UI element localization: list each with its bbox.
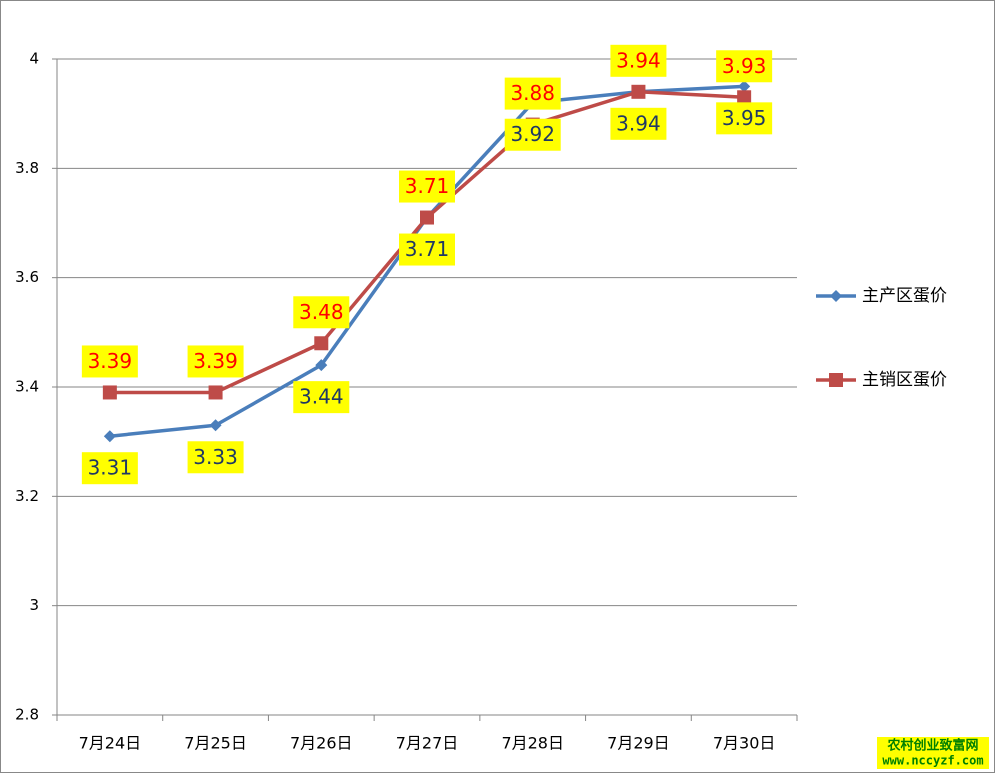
data-label: 3.92 [510,122,555,146]
marker [102,385,117,400]
data-label: 3.71 [405,237,450,261]
data-label: 3.39 [88,349,133,373]
data-label-bg [81,345,138,378]
watermark-site: 农村创业致富网 [886,738,978,754]
x-tick-label: 7月27日 [396,734,459,753]
data-label: 3.71 [405,174,450,198]
data-label-bg [504,118,561,151]
x-tick-label: 7月24日 [79,734,142,753]
marker [103,430,116,443]
x-tick-label: 7月25日 [184,734,247,753]
watermark-bg [877,737,989,769]
y-tick-label: 3.8 [15,159,39,177]
marker [315,359,328,372]
marker [830,290,842,302]
y-tick-label: 3.4 [15,378,39,396]
data-label: 3.31 [88,456,133,480]
data-label: 3.33 [193,445,238,469]
marker [209,419,222,432]
y-tick-label: 3.2 [15,487,39,505]
y-tick-label: 2.8 [15,706,39,724]
y-tick-label: 4 [29,50,39,68]
y-tick-label: 3 [29,596,39,614]
marker [420,210,434,225]
data-label-bg [187,441,244,474]
data-label-bg [716,50,773,83]
data-label: 3.39 [193,349,238,373]
marker [737,90,752,105]
legend-label: 主销区蛋价 [862,370,947,390]
data-label: 3.48 [299,300,344,324]
x-tick-label: 7月28日 [501,734,564,753]
data-label: 3.95 [722,106,767,130]
marker [208,385,223,400]
data-label-bg [399,170,455,203]
marker [631,84,646,99]
data-label: 3.94 [616,48,661,72]
x-tick-label: 7月26日 [290,734,353,753]
data-label: 3.88 [510,81,555,105]
watermark-url: www.nccyzf.com [882,754,983,768]
data-label-bg [610,44,667,77]
data-label-bg [399,233,455,266]
data-label-bg [81,452,138,485]
data-label-bg [716,102,773,135]
marker [829,373,843,387]
x-tick-label: 7月30日 [713,734,776,753]
legend-label: 主产区蛋价 [862,286,947,306]
data-label: 3.44 [299,385,344,409]
data-label-bg [293,296,350,329]
marker [738,80,751,93]
x-tick-label: 7月29日 [607,734,670,753]
data-label-bg [610,107,667,140]
data-label: 3.93 [722,54,767,78]
data-label: 3.94 [616,111,661,135]
data-label-bg [187,345,244,378]
data-label-bg [504,77,561,110]
marker [314,336,329,351]
y-tick-label: 3.6 [15,268,39,286]
data-label-bg [293,381,350,414]
